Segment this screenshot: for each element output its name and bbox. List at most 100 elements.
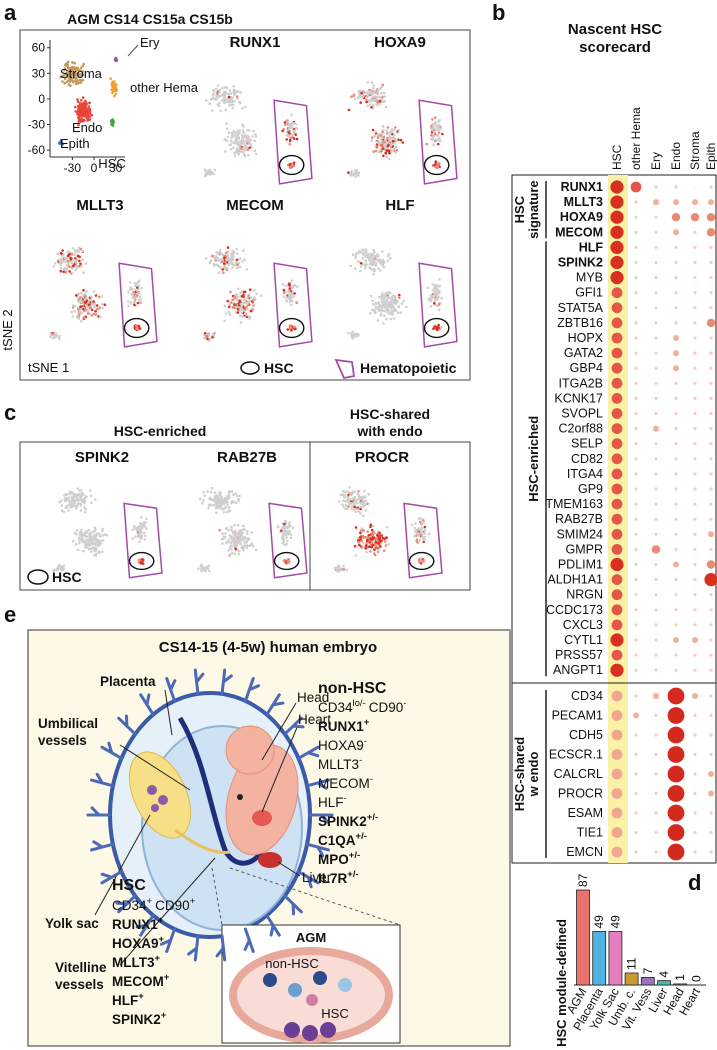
cell <box>435 297 439 301</box>
cell <box>83 506 86 509</box>
dot <box>709 442 713 446</box>
cell <box>285 296 288 300</box>
cell <box>434 161 438 165</box>
dot <box>611 604 623 616</box>
cell <box>203 494 206 497</box>
hsc-legend-symbol <box>27 569 49 585</box>
cell <box>211 336 214 339</box>
cell <box>85 108 89 111</box>
cell <box>89 298 92 302</box>
cell <box>377 95 380 98</box>
cell <box>103 303 107 307</box>
list-title: HSC <box>112 877 146 894</box>
cell <box>65 71 68 75</box>
cell <box>244 105 247 109</box>
cell <box>236 263 239 267</box>
cell <box>105 533 108 537</box>
cell <box>90 501 93 505</box>
hsc-outline <box>278 317 305 339</box>
gene-label: PDLIM1 <box>558 558 603 572</box>
dot <box>709 291 713 295</box>
cell <box>418 528 422 531</box>
cell <box>232 141 236 145</box>
cell <box>432 122 435 126</box>
dot <box>709 653 713 657</box>
cell <box>231 501 234 504</box>
cell <box>236 308 240 311</box>
gene-label: SELP <box>571 437 603 451</box>
cell <box>371 86 375 90</box>
marker-sup: + <box>164 972 170 983</box>
vitelline-vessel <box>174 828 231 855</box>
cell <box>240 534 243 537</box>
cell <box>359 535 362 539</box>
cell <box>101 302 104 306</box>
cell <box>440 296 444 300</box>
dot <box>654 487 658 491</box>
cell <box>209 98 213 101</box>
gene-label: ALDH1A1 <box>547 573 603 587</box>
cell <box>138 295 142 298</box>
cell <box>136 301 140 305</box>
cell <box>69 491 73 494</box>
cell <box>427 298 430 301</box>
cell <box>97 295 101 299</box>
cell <box>251 135 254 138</box>
cell <box>218 258 222 262</box>
cell <box>95 552 98 556</box>
cell <box>369 311 372 315</box>
cell <box>62 510 66 514</box>
dot <box>704 573 717 587</box>
marker-sup: + <box>161 1010 167 1021</box>
cell <box>290 303 293 307</box>
cell <box>437 291 440 295</box>
cluster-label: other Hema <box>130 80 199 95</box>
dot <box>611 453 623 465</box>
cell <box>90 308 94 312</box>
dot <box>674 427 678 431</box>
cell <box>289 136 293 140</box>
cell <box>240 290 244 293</box>
cell <box>358 497 361 501</box>
cell <box>384 139 388 142</box>
cell <box>82 288 85 292</box>
cell <box>284 519 287 523</box>
dot <box>654 811 658 815</box>
cell <box>289 536 293 540</box>
hematopoietic-outline <box>123 502 163 579</box>
dot <box>634 578 638 582</box>
cell <box>386 300 389 304</box>
cell <box>233 131 236 135</box>
cell <box>290 328 293 332</box>
cell <box>438 136 441 140</box>
marker-sup: + <box>159 934 165 945</box>
cell <box>371 532 375 536</box>
cell <box>438 284 442 288</box>
cell <box>288 166 292 169</box>
cell <box>135 294 139 297</box>
dot <box>693 427 697 431</box>
dot <box>673 561 679 568</box>
dot <box>654 772 658 776</box>
cell <box>243 309 247 312</box>
cell <box>347 171 350 174</box>
dot <box>693 366 697 370</box>
cell <box>413 527 417 530</box>
cell <box>231 551 234 555</box>
cell <box>379 143 383 146</box>
cell <box>396 300 399 303</box>
gene-label: SMIM24 <box>556 527 603 541</box>
gene-label: NRGN <box>566 588 603 602</box>
gene-label: SVOPL <box>561 407 603 421</box>
cell <box>207 507 210 510</box>
cell <box>387 305 391 309</box>
cell <box>383 305 387 308</box>
x-tick-label: -30 <box>64 161 82 175</box>
marker-line: MPO+/- <box>318 850 360 867</box>
dot <box>693 830 697 835</box>
gene-label: CD82 <box>571 452 603 466</box>
cell <box>233 134 237 137</box>
cell <box>234 501 238 505</box>
dot <box>654 623 658 627</box>
cell <box>217 271 221 274</box>
